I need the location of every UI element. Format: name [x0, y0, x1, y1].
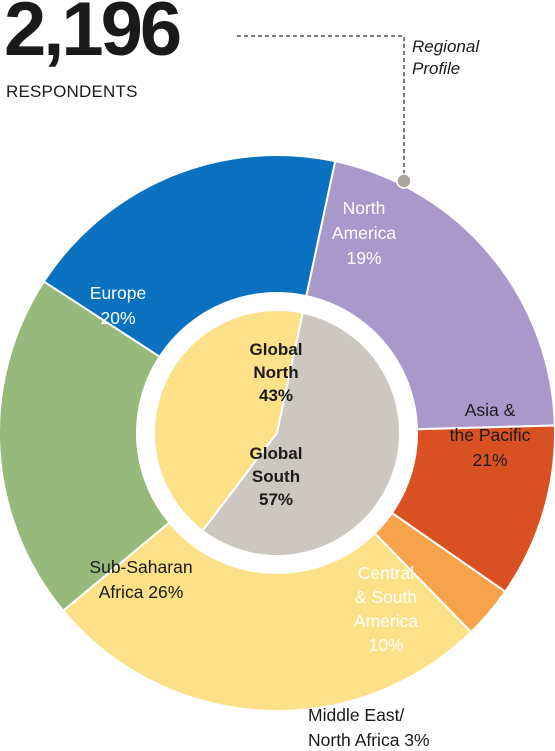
inner-label-global-south: Global South 57%	[250, 444, 303, 509]
ring-label-asia-the-pacific-line-1: Asia &	[465, 400, 516, 420]
inner-pie	[153, 309, 401, 557]
ring-label-middle-east-north-africa-3-line-2: North Africa 3%	[308, 730, 430, 750]
chart-labels: North America 19% Asia & the Pacific 21% Centr…	[89, 198, 530, 750]
inner-slice-global-north	[153, 309, 304, 533]
inner-label-global-south-line-2: South	[252, 467, 300, 486]
ring-label-sub-saharan-africa-26: Sub-Saharan Africa 26%	[89, 557, 192, 602]
ring-label-north-america-line-1: North	[343, 198, 386, 218]
inner-slice-global-south	[201, 311, 401, 557]
ring-label-central-south-america-line-4: 10%	[368, 635, 403, 655]
ring-label-middle-east-north-africa-3-line-1: Middle East/	[308, 705, 404, 725]
regional-profile-label-line-2: Profile	[412, 59, 461, 78]
ring-label-central-south-america-line-2: & South	[355, 587, 417, 607]
ring-label-europe-line-1: Europe	[90, 283, 146, 303]
inner-label-global-north-line-3: 43%	[259, 386, 293, 405]
regional-profile-label-line-1: Regional	[412, 37, 480, 56]
ring-label-asia-the-pacific-line-2: the Pacific	[450, 425, 531, 445]
ring-slice-sub-saharan-africa-26	[61, 521, 473, 712]
ring-label-sub-saharan-africa-26-line-1: Sub-Saharan	[89, 557, 192, 577]
ring-label-central-south-america: Central & South America 10%	[354, 563, 418, 655]
ring-label-middle-east-north-africa-3: Middle East/North Africa 3%	[308, 705, 430, 750]
ring-slice-europe	[0, 280, 171, 613]
inner-label-global-south-line-1: Global	[250, 444, 303, 463]
inner-label-global-south-line-3: 57%	[259, 490, 293, 509]
ring-slice-asia-the-pacific	[305, 159, 555, 431]
ring-label-asia-the-pacific: Asia & the Pacific 21%	[450, 400, 531, 470]
inner-label-global-north-line-2: North	[253, 363, 298, 382]
respondent-count: 2,196	[4, 0, 182, 72]
ring-label-europe: Europe 20%	[90, 283, 146, 328]
inner-label-global-north-line-1: Global	[250, 340, 303, 359]
ring-slice-north-america	[42, 154, 337, 359]
ring-label-north-america-line-2: America	[332, 223, 396, 243]
ring-label-sub-saharan-africa-26-line-2: Africa 26%	[99, 582, 184, 602]
respondent-count-label: RESPONDENTS	[6, 82, 138, 101]
ring-label-north-america: North America 19%	[332, 198, 396, 268]
ring-label-asia-the-pacific-line-3: 21%	[472, 450, 507, 470]
ring-label-central-south-america-line-1: Central	[358, 563, 414, 583]
inner-label-global-north: Global North 43%	[250, 340, 303, 405]
leader-dot	[396, 173, 412, 189]
outer-ring	[0, 154, 555, 712]
ring-label-europe-line-2: 20%	[100, 308, 135, 328]
ring-label-north-america-line-3: 19%	[346, 248, 381, 268]
regional-profile-label: Regional Profile	[412, 36, 479, 80]
ring-label-central-south-america-line-3: America	[354, 611, 418, 631]
